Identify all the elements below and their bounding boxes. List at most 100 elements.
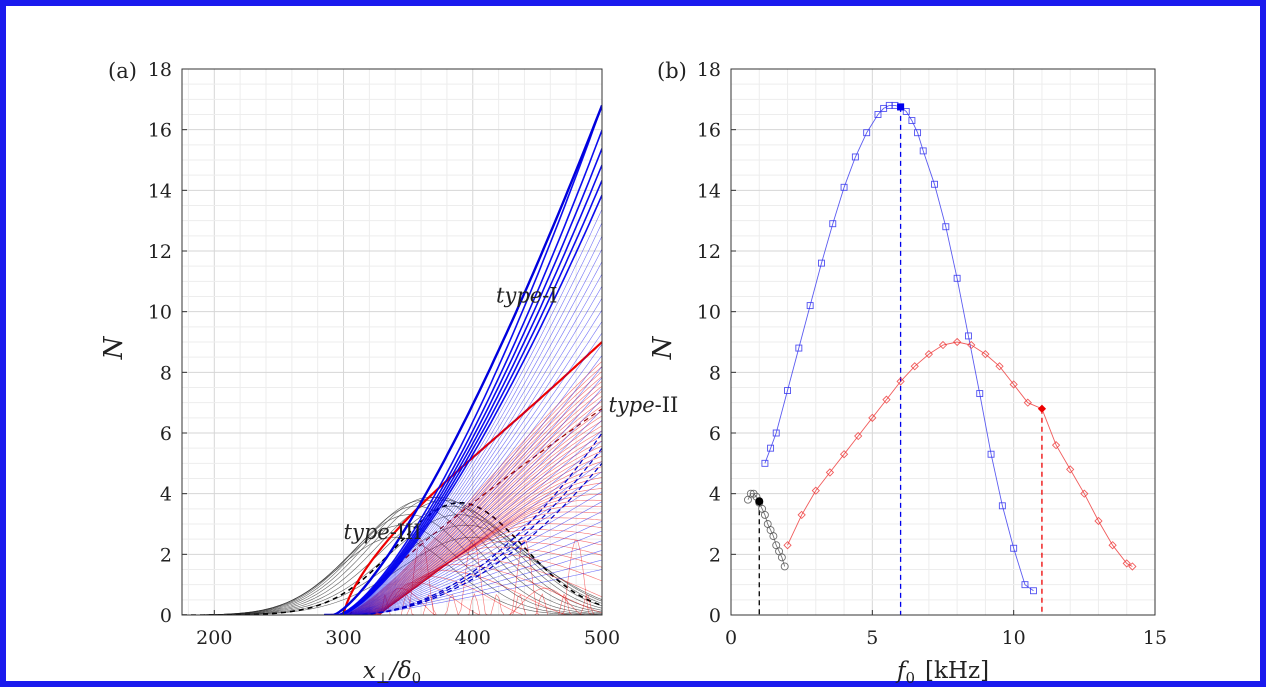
- y-tick-label: 0: [160, 605, 172, 627]
- x-label-unit: [kHz]: [925, 658, 989, 684]
- highlight-point: [1037, 404, 1046, 413]
- type-I-curve: [324, 180, 602, 615]
- type-II-curve: [330, 582, 602, 615]
- data-point: [1128, 562, 1137, 571]
- axes-box: [181, 68, 603, 616]
- type-I-curve: [324, 194, 602, 615]
- type-I-curve: [324, 209, 602, 615]
- data-point: [1051, 440, 1061, 450]
- annotation-italic: type: [344, 520, 390, 544]
- data-point: [839, 450, 849, 459]
- data-point: [851, 153, 859, 161]
- data-point: [882, 395, 891, 404]
- x-tick-label: 15: [1143, 627, 1167, 649]
- type-I-curve: [324, 398, 602, 615]
- x-tick-label: 200: [196, 627, 232, 649]
- y-tick-label: 18: [148, 59, 172, 81]
- x-tick-label: 300: [325, 627, 361, 649]
- data-point: [952, 337, 962, 347]
- data-point: [931, 180, 938, 188]
- type-I-curve: [324, 235, 602, 615]
- type-II-curve: [330, 570, 602, 615]
- type_I-line: [764, 104, 1034, 592]
- type-I-curve: [324, 321, 602, 615]
- annotation-label: type-III: [344, 520, 422, 544]
- type-I-curve: [324, 511, 602, 615]
- data-point: [795, 344, 803, 352]
- data-point: [769, 532, 778, 541]
- data-point: [760, 510, 769, 519]
- type-I-curve: [324, 377, 602, 615]
- panel-label: (a): [108, 59, 137, 83]
- type-I-curve: [324, 388, 602, 615]
- data-point: [783, 541, 792, 550]
- data-point: [1108, 541, 1117, 550]
- type-I-curve: [324, 461, 602, 615]
- y-tick-label: 16: [148, 120, 172, 142]
- data-point: [1122, 559, 1131, 568]
- data-point: [1010, 544, 1018, 552]
- data-point: [840, 183, 848, 191]
- data-point: [896, 377, 905, 386]
- x-label-sub: ⊥: [376, 669, 390, 687]
- data-point: [761, 459, 769, 467]
- annotation-roman: -II: [655, 393, 679, 417]
- highlight-point: [755, 497, 764, 506]
- type-I-curve: [324, 569, 602, 615]
- type-I-curve: [324, 366, 602, 615]
- y-tick-label: 8: [160, 362, 172, 384]
- x-label-main: f: [895, 658, 909, 684]
- data-point: [797, 510, 806, 520]
- type-II-curve: [330, 587, 602, 615]
- x-tick-label: 5: [866, 627, 878, 649]
- type_II-line: [787, 341, 1133, 567]
- type-II-curve: [330, 405, 602, 615]
- y-tick-label: 6: [160, 423, 172, 445]
- type-I-curve: [324, 309, 602, 615]
- y-tick-label: 0: [709, 605, 721, 627]
- data-point: [938, 340, 948, 350]
- annotation-label: type-II: [608, 393, 678, 417]
- data-point: [995, 362, 1004, 371]
- x-label-div-sub: 0: [412, 669, 422, 687]
- x-tick-label: 0: [725, 627, 737, 649]
- y-tick-label: 16: [697, 120, 721, 142]
- type-I-curve: [324, 297, 602, 615]
- y-tick-label: 18: [697, 59, 721, 81]
- data-point: [981, 349, 990, 359]
- type-II-curve: [330, 539, 602, 615]
- x-label-main: x: [363, 658, 376, 684]
- type-I-curve: [324, 222, 602, 615]
- type-II-curve: [330, 576, 602, 615]
- data-point: [924, 349, 934, 359]
- y-axis-label: N: [648, 335, 678, 360]
- type-I-curve: [324, 491, 602, 615]
- data-point: [825, 468, 835, 477]
- data-point: [998, 502, 1006, 510]
- data-point: [964, 332, 972, 340]
- type-I-curve: [324, 261, 602, 615]
- type-I-curve: [324, 273, 602, 615]
- y-tick-label: 10: [148, 302, 172, 324]
- data-point: [829, 220, 837, 228]
- data-point: [784, 387, 791, 394]
- plot-area: [182, 104, 602, 615]
- type-I-curve: [324, 419, 602, 615]
- data-point: [919, 147, 927, 155]
- data-point: [910, 362, 919, 371]
- data-point: [914, 129, 922, 137]
- data-point: [1021, 581, 1029, 589]
- data-point: [1094, 516, 1103, 526]
- type-I-curve: [324, 355, 602, 615]
- y-tick-label: 2: [709, 544, 721, 566]
- data-point: [1066, 465, 1075, 474]
- type-I-curve: [324, 332, 602, 615]
- type-I-curve: [324, 501, 602, 615]
- y-tick-label: 6: [709, 423, 721, 445]
- annotation-label: type-I: [496, 284, 558, 308]
- plot-area: [744, 101, 1137, 615]
- x-label-sub: 0: [905, 669, 915, 687]
- annotation-roman: -III: [390, 520, 422, 544]
- annotation-italic: type: [608, 393, 654, 417]
